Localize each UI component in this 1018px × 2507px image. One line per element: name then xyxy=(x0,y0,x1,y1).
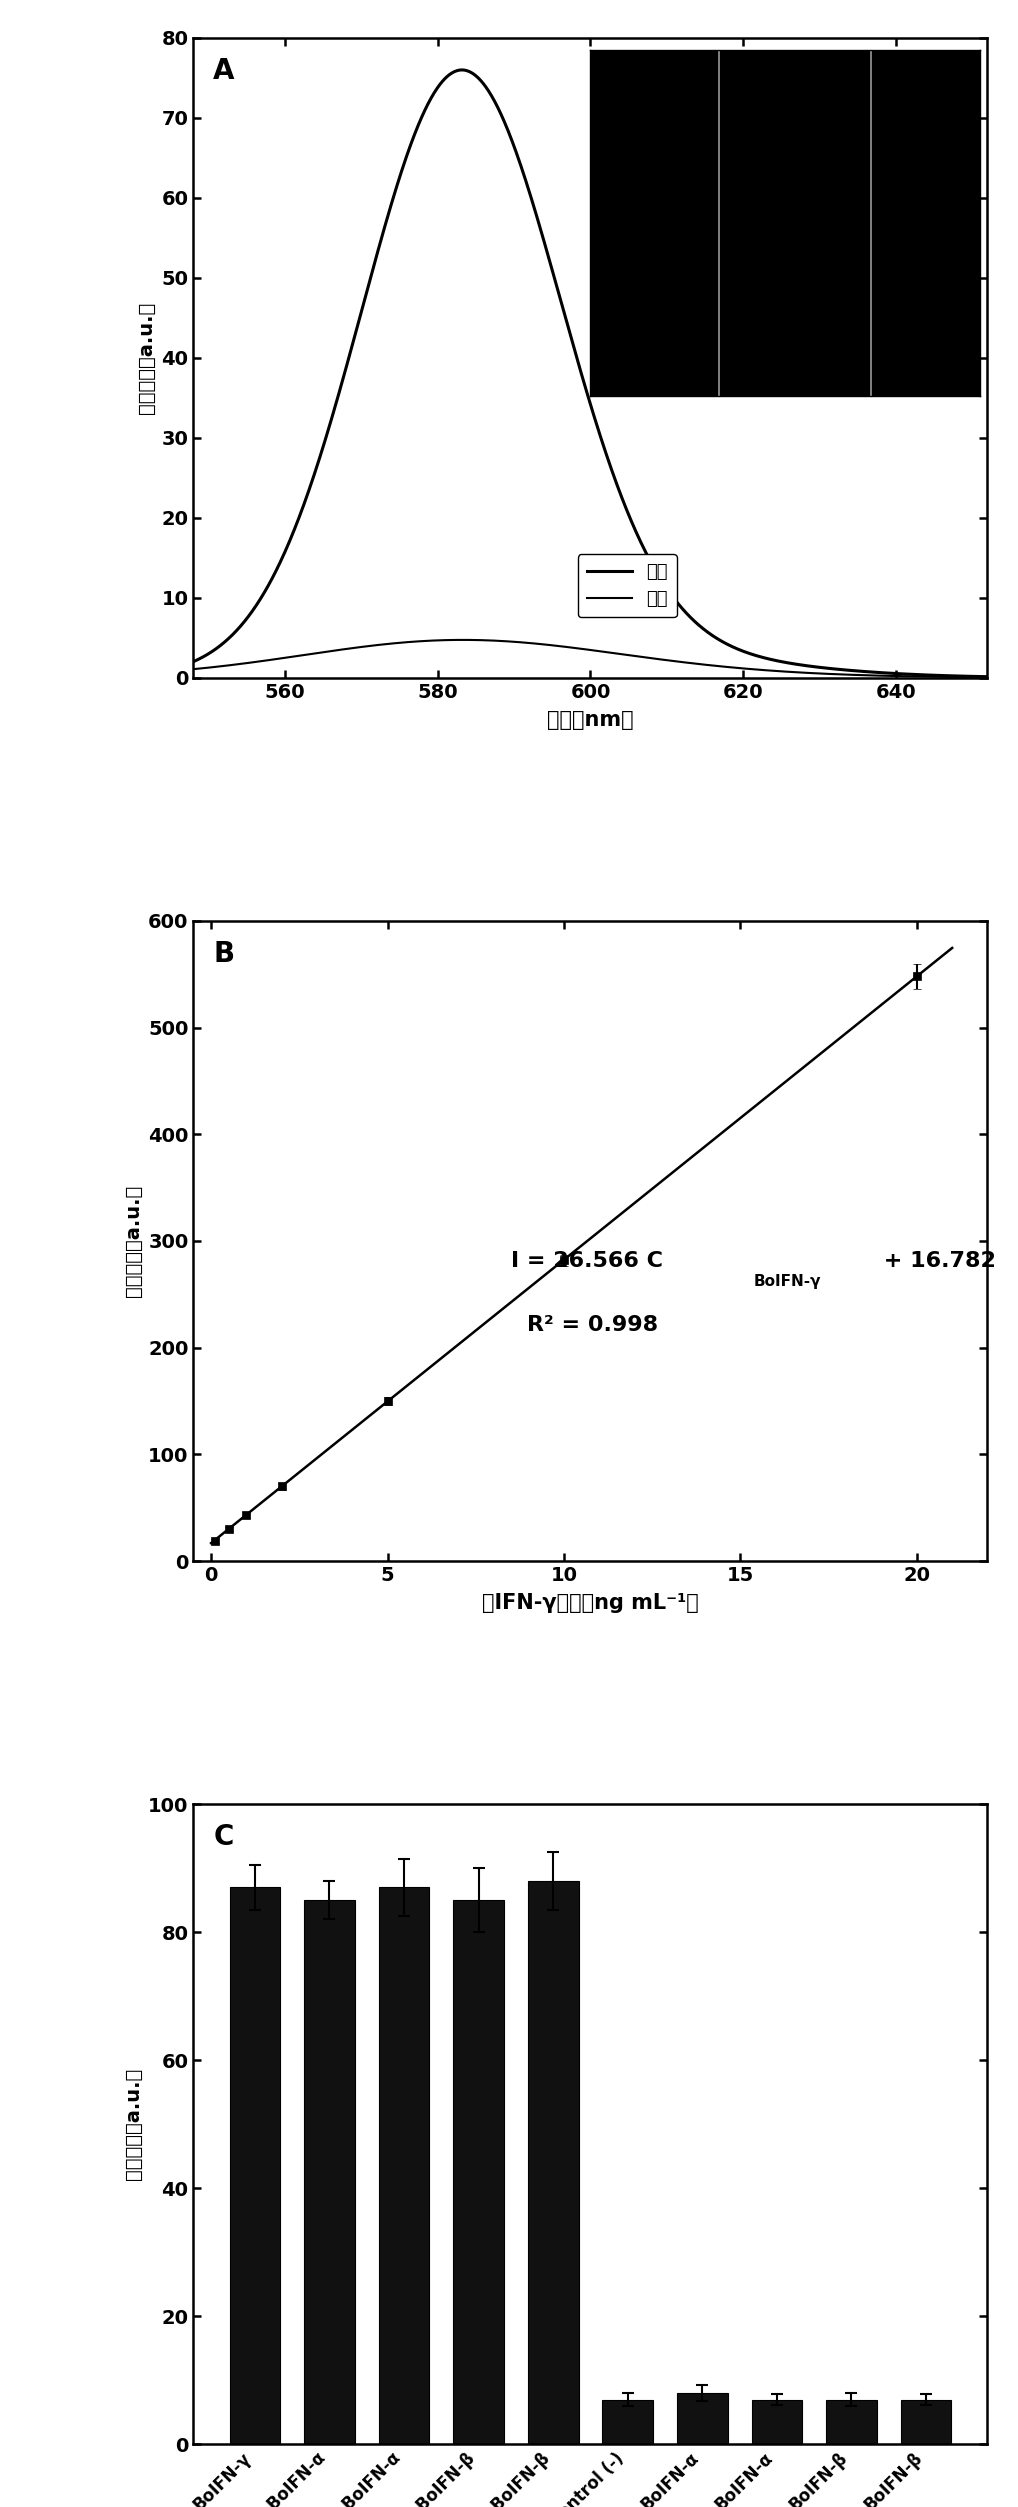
Legend: 阴性, 阳性: 阴性, 阳性 xyxy=(577,554,677,617)
X-axis label: 波长（nm）: 波长（nm） xyxy=(547,709,634,730)
Bar xyxy=(379,1888,430,2444)
Text: + 16.782: + 16.782 xyxy=(876,1251,997,1271)
Bar xyxy=(677,2394,728,2444)
Bar xyxy=(603,2399,654,2444)
Bar xyxy=(453,1900,504,2444)
Bar xyxy=(527,1880,578,2444)
X-axis label: 牛IFN-γ浓度（ng mL⁻¹）: 牛IFN-γ浓度（ng mL⁻¹） xyxy=(483,1594,698,1612)
Bar xyxy=(751,2399,802,2444)
Text: R² = 0.998: R² = 0.998 xyxy=(527,1314,658,1334)
Bar xyxy=(304,1900,355,2444)
Text: B: B xyxy=(214,940,234,968)
Text: BoIFN-γ: BoIFN-γ xyxy=(753,1274,821,1289)
Bar xyxy=(901,2399,952,2444)
Y-axis label: 荧光强度（a.u.）: 荧光强度（a.u.） xyxy=(123,1186,143,1296)
Bar xyxy=(229,1888,280,2444)
Text: A: A xyxy=(214,58,235,85)
Y-axis label: 荧光强度（a.u.）: 荧光强度（a.u.） xyxy=(123,2068,143,2181)
Text: I = 26.566 C: I = 26.566 C xyxy=(511,1251,663,1271)
Text: C: C xyxy=(214,1823,234,1853)
Bar xyxy=(826,2399,876,2444)
Y-axis label: 荧光强度（a.u.）: 荧光强度（a.u.） xyxy=(137,301,156,414)
